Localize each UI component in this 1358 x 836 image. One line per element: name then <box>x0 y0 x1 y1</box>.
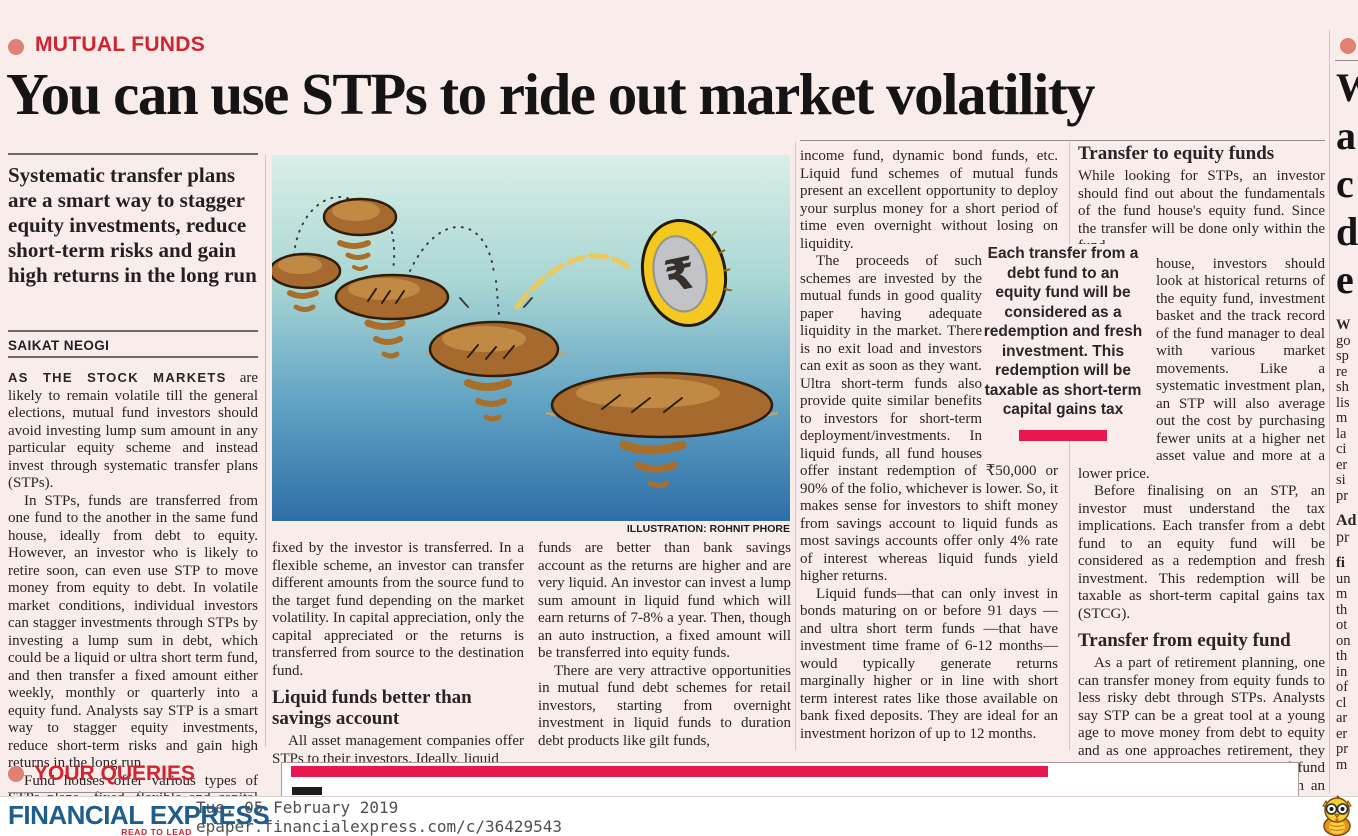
divider <box>8 330 258 332</box>
text-fragment: lis <box>1336 394 1350 411</box>
column-divider <box>1069 142 1070 750</box>
body-paragraph: fixed by the investor is transferred. In… <box>272 540 524 679</box>
intro-deck: Systematic transfer plans are a smart wa… <box>8 163 257 287</box>
lead-in: AS THE STOCK MARKETS <box>8 370 227 385</box>
body-paragraph: Liquid funds—that can only invest in bon… <box>800 585 1058 742</box>
column-4: income fund, dynamic bond funds, etc. Li… <box>800 148 1058 743</box>
owl-mascot-icon <box>1314 795 1358 836</box>
headline-fragment: d <box>1336 209 1358 254</box>
text-fragment: cl <box>1336 694 1347 711</box>
divider <box>1335 60 1358 61</box>
divider <box>8 356 258 358</box>
column-3: funds are better than bank savings accou… <box>538 540 791 750</box>
epaper-url[interactable]: epaper.financialexpress.com/c/36429543 <box>196 817 563 836</box>
headline-fragment: W <box>1336 65 1358 110</box>
headline-fragment: c <box>1336 161 1354 206</box>
pull-quote: Each transfer from a debt fund to an equ… <box>983 244 1143 441</box>
illustration-caption: ILLUSTRATION: ROHNIT PHORE <box>626 523 790 535</box>
text-fragment: on <box>1336 632 1351 649</box>
text-fragment: pr <box>1336 741 1349 757</box>
body-paragraph: Before finalising on an STP, an investor… <box>1078 483 1325 622</box>
body-paragraph: funds are better than bank savings accou… <box>538 540 791 661</box>
section-bullet-icon <box>8 766 24 782</box>
column-divider <box>265 155 266 747</box>
headline-fragment: a <box>1336 113 1356 158</box>
text-fragment: la <box>1336 425 1347 442</box>
section-bullet-icon <box>8 39 24 55</box>
column-divider <box>795 142 796 750</box>
text-fragment: pr <box>1336 529 1350 546</box>
divider <box>8 153 258 155</box>
subhead-liquid-funds: Liquid funds better than savings account <box>272 687 472 729</box>
byline: SAIKAT NEOGI <box>8 338 110 353</box>
text-fragment: go <box>1336 332 1351 349</box>
text-fragment: ci <box>1336 441 1347 457</box>
divider <box>8 792 254 793</box>
paragraph-text: are likely to remain volatile till the g… <box>8 370 258 491</box>
divider <box>800 140 1325 141</box>
page-title: You can use STPs to ride out market vola… <box>6 61 1096 127</box>
text-fragment: W <box>1336 317 1351 333</box>
logo-tagline: READ TO LEAD <box>121 827 192 836</box>
body-paragraph: AS THE STOCK MARKETS are likely to remai… <box>8 369 258 493</box>
headline-fragment: e <box>1336 257 1354 302</box>
cropped-article-text: fi un m th ot on th in of cl ar er pr m <box>1336 555 1358 773</box>
queries-section-label: YOUR QUERIES <box>34 762 196 785</box>
text-fragment: un <box>1336 570 1351 587</box>
body-paragraph: There are very attractive opportunities … <box>538 662 791 749</box>
edition-date: Tue, 05 February 2019 <box>196 798 399 817</box>
section-bullet-icon <box>1340 38 1356 54</box>
footer: FINANCIAL EXPRESS READ TO LEAD Tue, 05 F… <box>0 796 1358 836</box>
cropped-article-subhead: Ad pr <box>1336 512 1358 546</box>
stepping-stones-coin-illustration: ₹ <box>268 155 790 521</box>
text-fragment: m <box>1336 410 1348 426</box>
text-fragment: er <box>1336 456 1348 473</box>
text-fragment: m <box>1336 756 1348 773</box>
paragraph-text: The proceeds of such schemes are investe… <box>800 253 1058 584</box>
body-paragraph: While looking for STPs, an investor shou… <box>1078 168 1325 254</box>
body-paragraph: In STPs, funds are transferred from one … <box>8 492 258 772</box>
subhead-transfer-to-equity: Transfer to equity funds <box>1078 143 1275 164</box>
column-1: AS THE STOCK MARKETS are likely to remai… <box>8 369 258 836</box>
text-fragment: sh <box>1336 379 1349 395</box>
text-fragment: si <box>1336 472 1346 488</box>
body-paragraph: house, investors should look at historic… <box>1078 255 1325 482</box>
pull-quote-text: Each transfer from a debt fund to an equ… <box>983 245 1143 418</box>
body-paragraph: The proceeds of such schemes are investe… <box>800 253 1058 586</box>
text-fragment: th <box>1336 648 1348 664</box>
subhead-transfer-from-equity: Transfer from equity fund <box>1078 630 1291 651</box>
text-fragment: er <box>1336 725 1348 742</box>
text-fragment: of <box>1336 679 1349 695</box>
cropped-headline-mark <box>292 787 322 795</box>
column-2: fixed by the investor is transferred. In… <box>272 540 524 768</box>
pull-quote-accent-bar <box>1019 429 1107 441</box>
financial-express-logo: FINANCIAL EXPRESS <box>8 800 270 830</box>
text-fragment: th <box>1336 601 1348 618</box>
body-paragraph: income fund, dynamic bond funds, etc. Li… <box>800 148 1058 252</box>
text-fragment: Ad <box>1336 512 1357 529</box>
text-fragment: ar <box>1336 710 1348 726</box>
text-fragment: m <box>1336 586 1348 602</box>
text-fragment: fi <box>1336 555 1345 571</box>
column-5: Transfer to equity funds While looking f… <box>1078 143 1325 836</box>
text-fragment: ot <box>1336 617 1348 633</box>
illustration: ₹ <box>268 155 790 521</box>
text-fragment: pr <box>1336 487 1349 504</box>
text-fragment: in <box>1336 663 1348 680</box>
column-divider <box>1329 30 1330 794</box>
text-fragment: sp <box>1336 348 1349 364</box>
text-fragment: re <box>1336 363 1348 380</box>
section-label: MUTUAL FUNDS <box>35 33 206 56</box>
panel-accent-bar <box>291 766 1048 777</box>
rupee-coin-icon: ₹ <box>640 218 732 328</box>
